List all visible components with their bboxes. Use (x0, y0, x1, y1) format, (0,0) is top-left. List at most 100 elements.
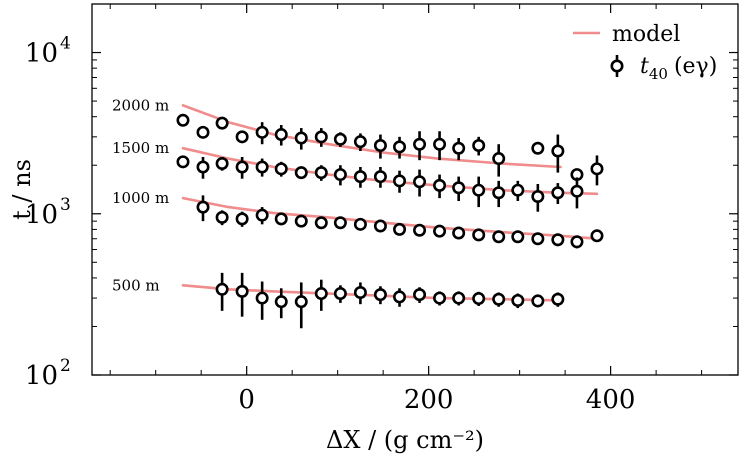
data-point (551, 292, 565, 306)
data-point (433, 137, 447, 151)
data-point (413, 223, 427, 237)
data-points (176, 113, 604, 329)
data-point (433, 178, 447, 192)
model-curve (181, 104, 562, 169)
x-axis-title: ΔX / (g cm⁻²) (326, 426, 484, 454)
y-tick-exponent: 3 (60, 195, 71, 215)
data-point (176, 155, 190, 169)
series-label: 1500 m (112, 139, 169, 157)
data-point (452, 181, 466, 195)
data-point (235, 212, 249, 226)
legend-point-label-main: t (640, 54, 649, 79)
data-point (176, 113, 190, 127)
data-point (373, 170, 387, 184)
data-point (413, 137, 427, 151)
data-point (492, 292, 506, 306)
series-label: 1000 m (112, 189, 169, 207)
data-point (274, 212, 288, 226)
x-tick-label: 200 (404, 385, 454, 415)
x-tick-label: 0 (238, 385, 255, 415)
data-point (433, 291, 447, 305)
data-point (551, 233, 565, 247)
data-point (294, 131, 308, 145)
data-point (255, 208, 269, 222)
data-point (294, 214, 308, 228)
y-tick-label: 10 (25, 39, 58, 69)
legend-point-label-sub: 40 (649, 65, 668, 83)
legend-point-label-rest: (eγ) (674, 54, 717, 79)
data-point (215, 210, 229, 224)
data-point (235, 160, 249, 174)
y-tick-label: 10 (25, 361, 58, 391)
data-point (333, 287, 347, 301)
data-point (511, 230, 525, 244)
data-point (570, 184, 584, 198)
data-point (452, 291, 466, 305)
data-point (531, 232, 545, 246)
data-point (196, 160, 210, 174)
data-point (373, 219, 387, 233)
data-point (472, 292, 486, 306)
data-point (472, 183, 486, 197)
data-point (393, 174, 407, 188)
data-point (531, 189, 545, 203)
data-point (393, 290, 407, 304)
data-point (196, 200, 210, 214)
data-point (472, 228, 486, 242)
data-point (570, 235, 584, 249)
legend-model-label: model (612, 22, 680, 47)
data-point (255, 125, 269, 139)
data-point (590, 162, 604, 176)
data-point (235, 130, 249, 144)
data-point (511, 293, 525, 307)
data-point (511, 183, 525, 197)
data-point (551, 144, 565, 158)
data-point (314, 130, 328, 144)
data-point (590, 229, 604, 243)
data-point (531, 294, 545, 308)
legend-point-swatch (610, 55, 624, 77)
data-point (452, 226, 466, 240)
data-point (373, 288, 387, 302)
x-tick-label: 400 (586, 385, 636, 415)
data-point (492, 152, 506, 166)
data-point (551, 186, 565, 200)
data-point (531, 141, 545, 155)
data-point (255, 160, 269, 174)
legend: model t40 (eγ) (573, 22, 717, 83)
legend-point-label: t40 (eγ) (640, 54, 717, 83)
data-point (413, 288, 427, 302)
series-label: 500 m (112, 276, 160, 294)
y-axis-title: t / ns (8, 159, 36, 220)
data-point (215, 116, 229, 130)
data-point (492, 230, 506, 244)
y-tick-exponent: 4 (60, 34, 71, 54)
data-point (314, 216, 328, 230)
data-point (353, 285, 367, 299)
series-label: 2000 m (112, 96, 169, 114)
data-point (353, 217, 367, 231)
data-point (294, 295, 308, 309)
data-point (413, 175, 427, 189)
axes-frame (91, 3, 739, 376)
data-point (215, 282, 229, 296)
data-point (215, 157, 229, 171)
data-point (274, 162, 288, 176)
data-point (353, 135, 367, 149)
data-point (314, 166, 328, 180)
series-labels: 2000 m 1500 m 1000 m 500 m (112, 96, 169, 294)
data-point (274, 295, 288, 309)
y-tick-label: 10 (25, 200, 58, 230)
data-point (333, 216, 347, 230)
data-point (393, 222, 407, 236)
data-point (472, 139, 486, 153)
data-point (433, 224, 447, 238)
data-point (373, 139, 387, 153)
data-point (393, 140, 407, 154)
data-point (353, 170, 367, 184)
data-point (235, 284, 249, 298)
legend-point (610, 59, 624, 73)
